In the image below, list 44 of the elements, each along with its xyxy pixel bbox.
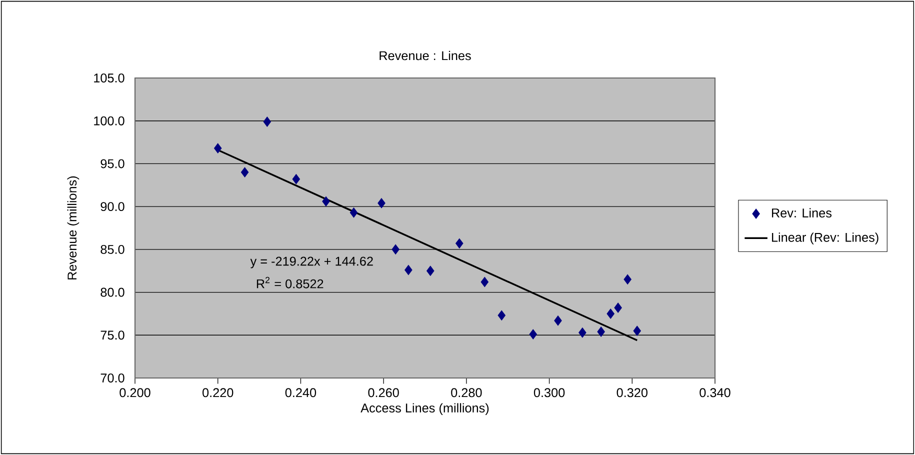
x-tick-label: 0.220	[202, 388, 234, 398]
point	[480, 276, 489, 288]
point	[597, 326, 605, 337]
point	[606, 308, 614, 319]
point	[378, 198, 386, 208]
annotation: y = -219.22x + 144.62	[250, 256, 373, 268]
y-tick-label: 75.0	[100, 330, 124, 340]
point	[529, 329, 537, 340]
point	[426, 266, 434, 276]
point	[214, 143, 222, 154]
point	[392, 244, 400, 255]
y-tick-label: 95.0	[100, 159, 124, 168]
x-tick-label: 0.260	[368, 388, 399, 398]
x-axis-title: Access Lines (millions)	[360, 403, 489, 415]
point	[404, 264, 412, 276]
x-tick-label: 0.280	[451, 388, 482, 398]
point	[624, 274, 632, 284]
x-tick-label: 0.320	[616, 388, 648, 398]
y-tick-label: 90.0	[100, 202, 124, 212]
y-axis-title: Revenue (millions)	[67, 176, 80, 280]
point	[498, 310, 506, 320]
point	[240, 167, 249, 178]
y-tick-label: 100.0	[94, 116, 124, 126]
point	[350, 208, 358, 218]
point	[322, 196, 330, 206]
y-tick-label: 70.0	[100, 374, 124, 382]
y-tick-label: 85.0	[100, 244, 124, 254]
y-tick-label: 105.0	[94, 74, 124, 82]
x-tick-label: 0.240	[285, 388, 316, 398]
point	[578, 328, 586, 338]
point	[614, 302, 622, 313]
legend-label: Linear (Rev: Lines)	[772, 232, 878, 244]
point	[263, 116, 272, 127]
y-tick-label: 80.0	[100, 288, 124, 297]
chart-title: Revenue : Lines	[380, 50, 471, 60]
legend-label: Rev: Lines	[772, 208, 832, 218]
point	[554, 316, 562, 326]
point	[292, 174, 300, 184]
x-tick-label: 0.300	[534, 388, 565, 398]
x-tick-label: 0.340	[700, 388, 730, 398]
point	[456, 238, 464, 248]
point	[633, 326, 641, 336]
x-tick-label: 0.200	[120, 388, 150, 398]
annotation: R$^{2}$ = 0.8522	[256, 276, 324, 288]
